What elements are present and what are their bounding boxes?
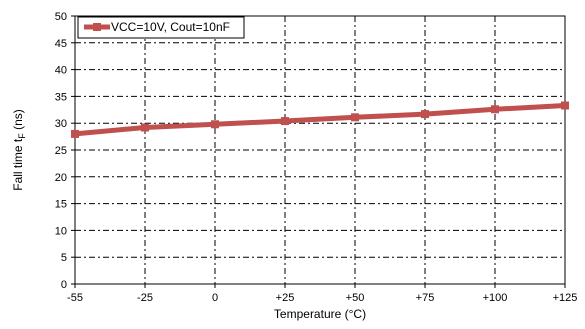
y-tick-label: 35 — [55, 91, 67, 103]
y-tick-label: 40 — [55, 65, 67, 77]
x-axis-ticks: -55 -25 0 +25 +50 +75 +100 +125 — [67, 284, 577, 304]
legend: VCC=10V, Cout=10nF — [77, 16, 245, 39]
data-point — [561, 101, 569, 110]
data-point — [421, 110, 429, 119]
grid-lines — [75, 16, 565, 284]
x-axis-title: Temperature (°C) — [274, 307, 366, 321]
series-layer — [71, 101, 569, 138]
y-axis-title: Fall time tF (ns) — [11, 109, 27, 191]
data-point — [71, 129, 79, 138]
y-tick-label: 30 — [55, 118, 67, 130]
y-tick-label: 25 — [55, 145, 67, 157]
legend-marker — [93, 23, 101, 31]
x-tick-label: -25 — [137, 292, 153, 304]
data-point — [281, 117, 289, 126]
data-point — [141, 123, 149, 132]
y-tick-label: 50 — [55, 11, 67, 23]
y-axis-title-subscript: F — [17, 133, 27, 139]
y-tick-label: 20 — [55, 172, 67, 184]
y-tick-label: 45 — [55, 38, 67, 50]
data-point — [351, 113, 359, 122]
y-axis-ticks: 0 5 10 15 20 25 30 35 40 45 50 — [55, 11, 75, 291]
y-tick-label: 10 — [55, 225, 67, 237]
x-tick-label: -55 — [67, 292, 83, 304]
y-axis-title-unit: (ns) — [11, 109, 25, 133]
series-line — [74, 103, 566, 137]
y-tick-label: 15 — [55, 199, 67, 211]
y-tick-label: 5 — [61, 252, 67, 264]
data-point — [211, 120, 219, 129]
x-tick-label: +75 — [416, 292, 435, 304]
x-tick-label: +125 — [553, 292, 578, 304]
legend-box — [77, 16, 245, 39]
y-axis-title-main: Fall time t — [11, 138, 25, 191]
x-tick-label: +100 — [483, 292, 508, 304]
x-tick-label: +25 — [276, 292, 295, 304]
x-tick-label: +50 — [346, 292, 365, 304]
data-point — [491, 105, 499, 114]
x-tick-label: 0 — [212, 292, 218, 304]
y-tick-label: 0 — [61, 279, 67, 291]
legend-label: VCC=10V, Cout=10nF — [111, 20, 230, 34]
